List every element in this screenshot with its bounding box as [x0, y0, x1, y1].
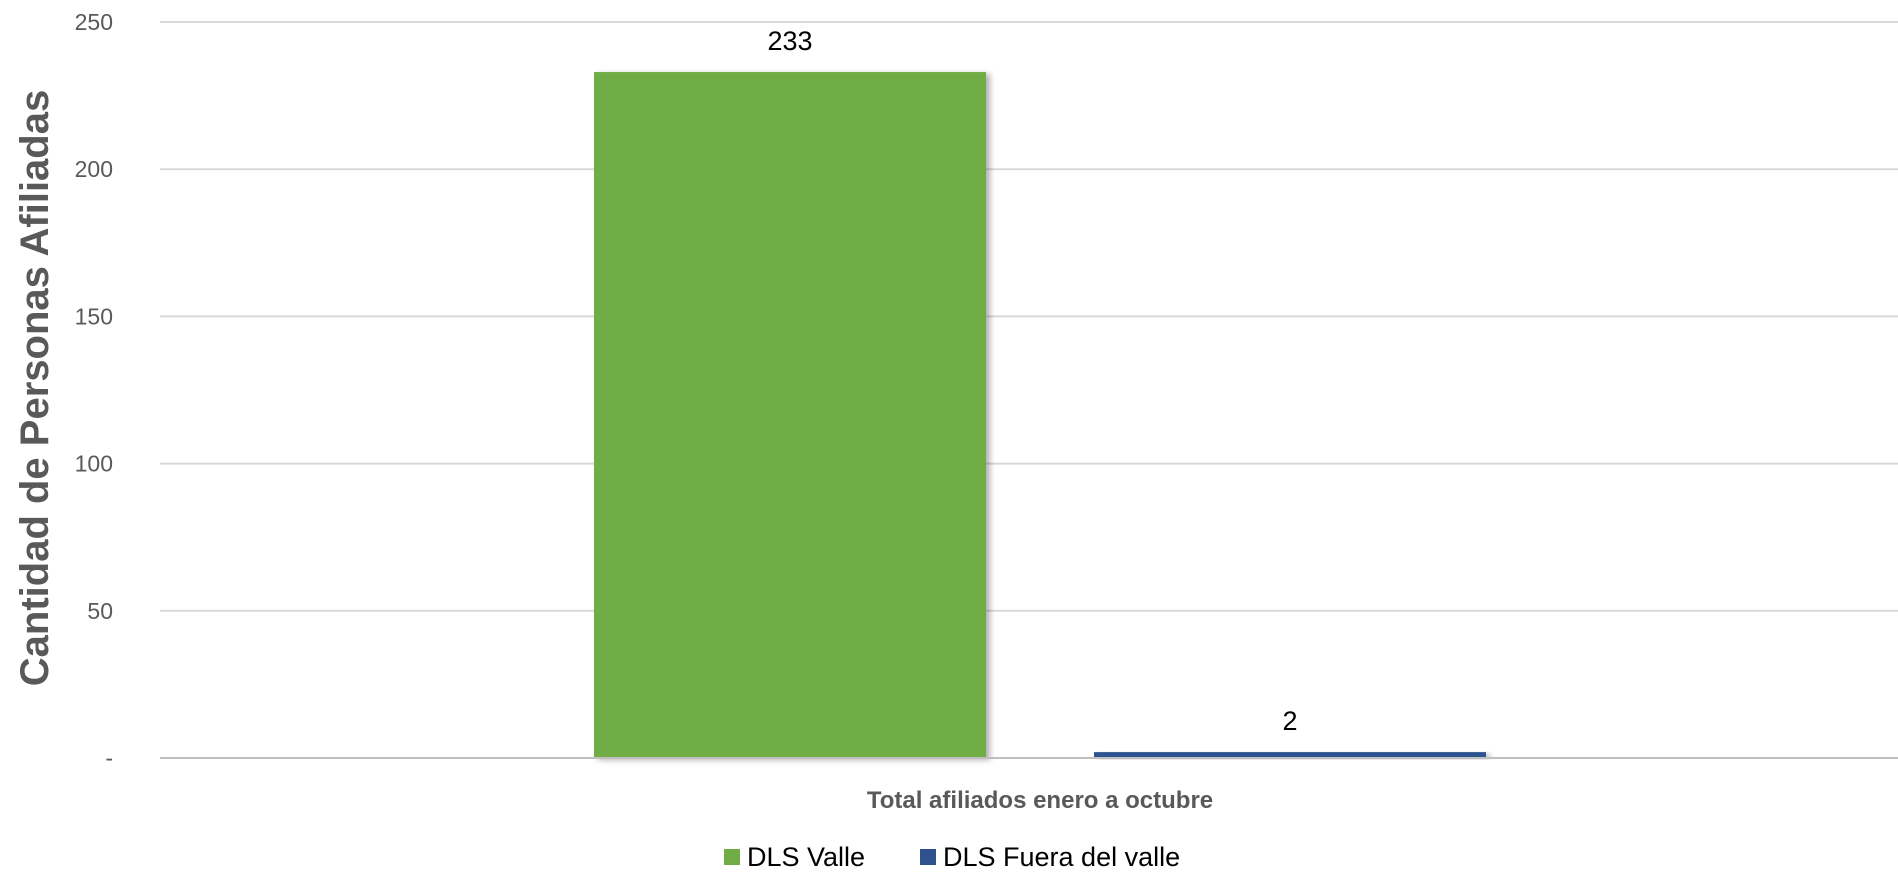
data-label-dls-fuera-del-valle: 2	[1282, 706, 1297, 736]
y-tick-label: 50	[87, 598, 113, 624]
legend-swatch-dls-valle	[724, 849, 740, 865]
category-label: Total afiliados enero a octubre	[867, 787, 1213, 814]
y-axis-title: Cantidad de Personas Afiliadas	[13, 90, 57, 686]
legend-swatch-dls-fuera-del-valle	[920, 849, 936, 865]
y-tick-label: 200	[75, 156, 113, 182]
gridlines	[160, 21, 1898, 612]
y-tick-label: 100	[75, 451, 113, 477]
data-label-dls-valle: 233	[767, 26, 812, 56]
y-tick-labels: - 50 100 150 200 250	[75, 9, 113, 771]
bars	[594, 72, 1486, 759]
y-tick-label: -	[105, 745, 113, 771]
legend-label-dls-valle: DLS Valle	[747, 842, 865, 872]
bar-dls-fuera-del-valle	[1094, 752, 1486, 758]
y-tick-label: 250	[75, 9, 113, 35]
legend-label-dls-fuera-del-valle: DLS Fuera del valle	[943, 842, 1180, 872]
y-tick-label: 150	[75, 303, 113, 329]
legend: DLS Valle DLS Fuera del valle	[724, 842, 1180, 872]
data-labels: 233 2	[767, 26, 1297, 736]
bar-dls-valle	[594, 72, 986, 759]
